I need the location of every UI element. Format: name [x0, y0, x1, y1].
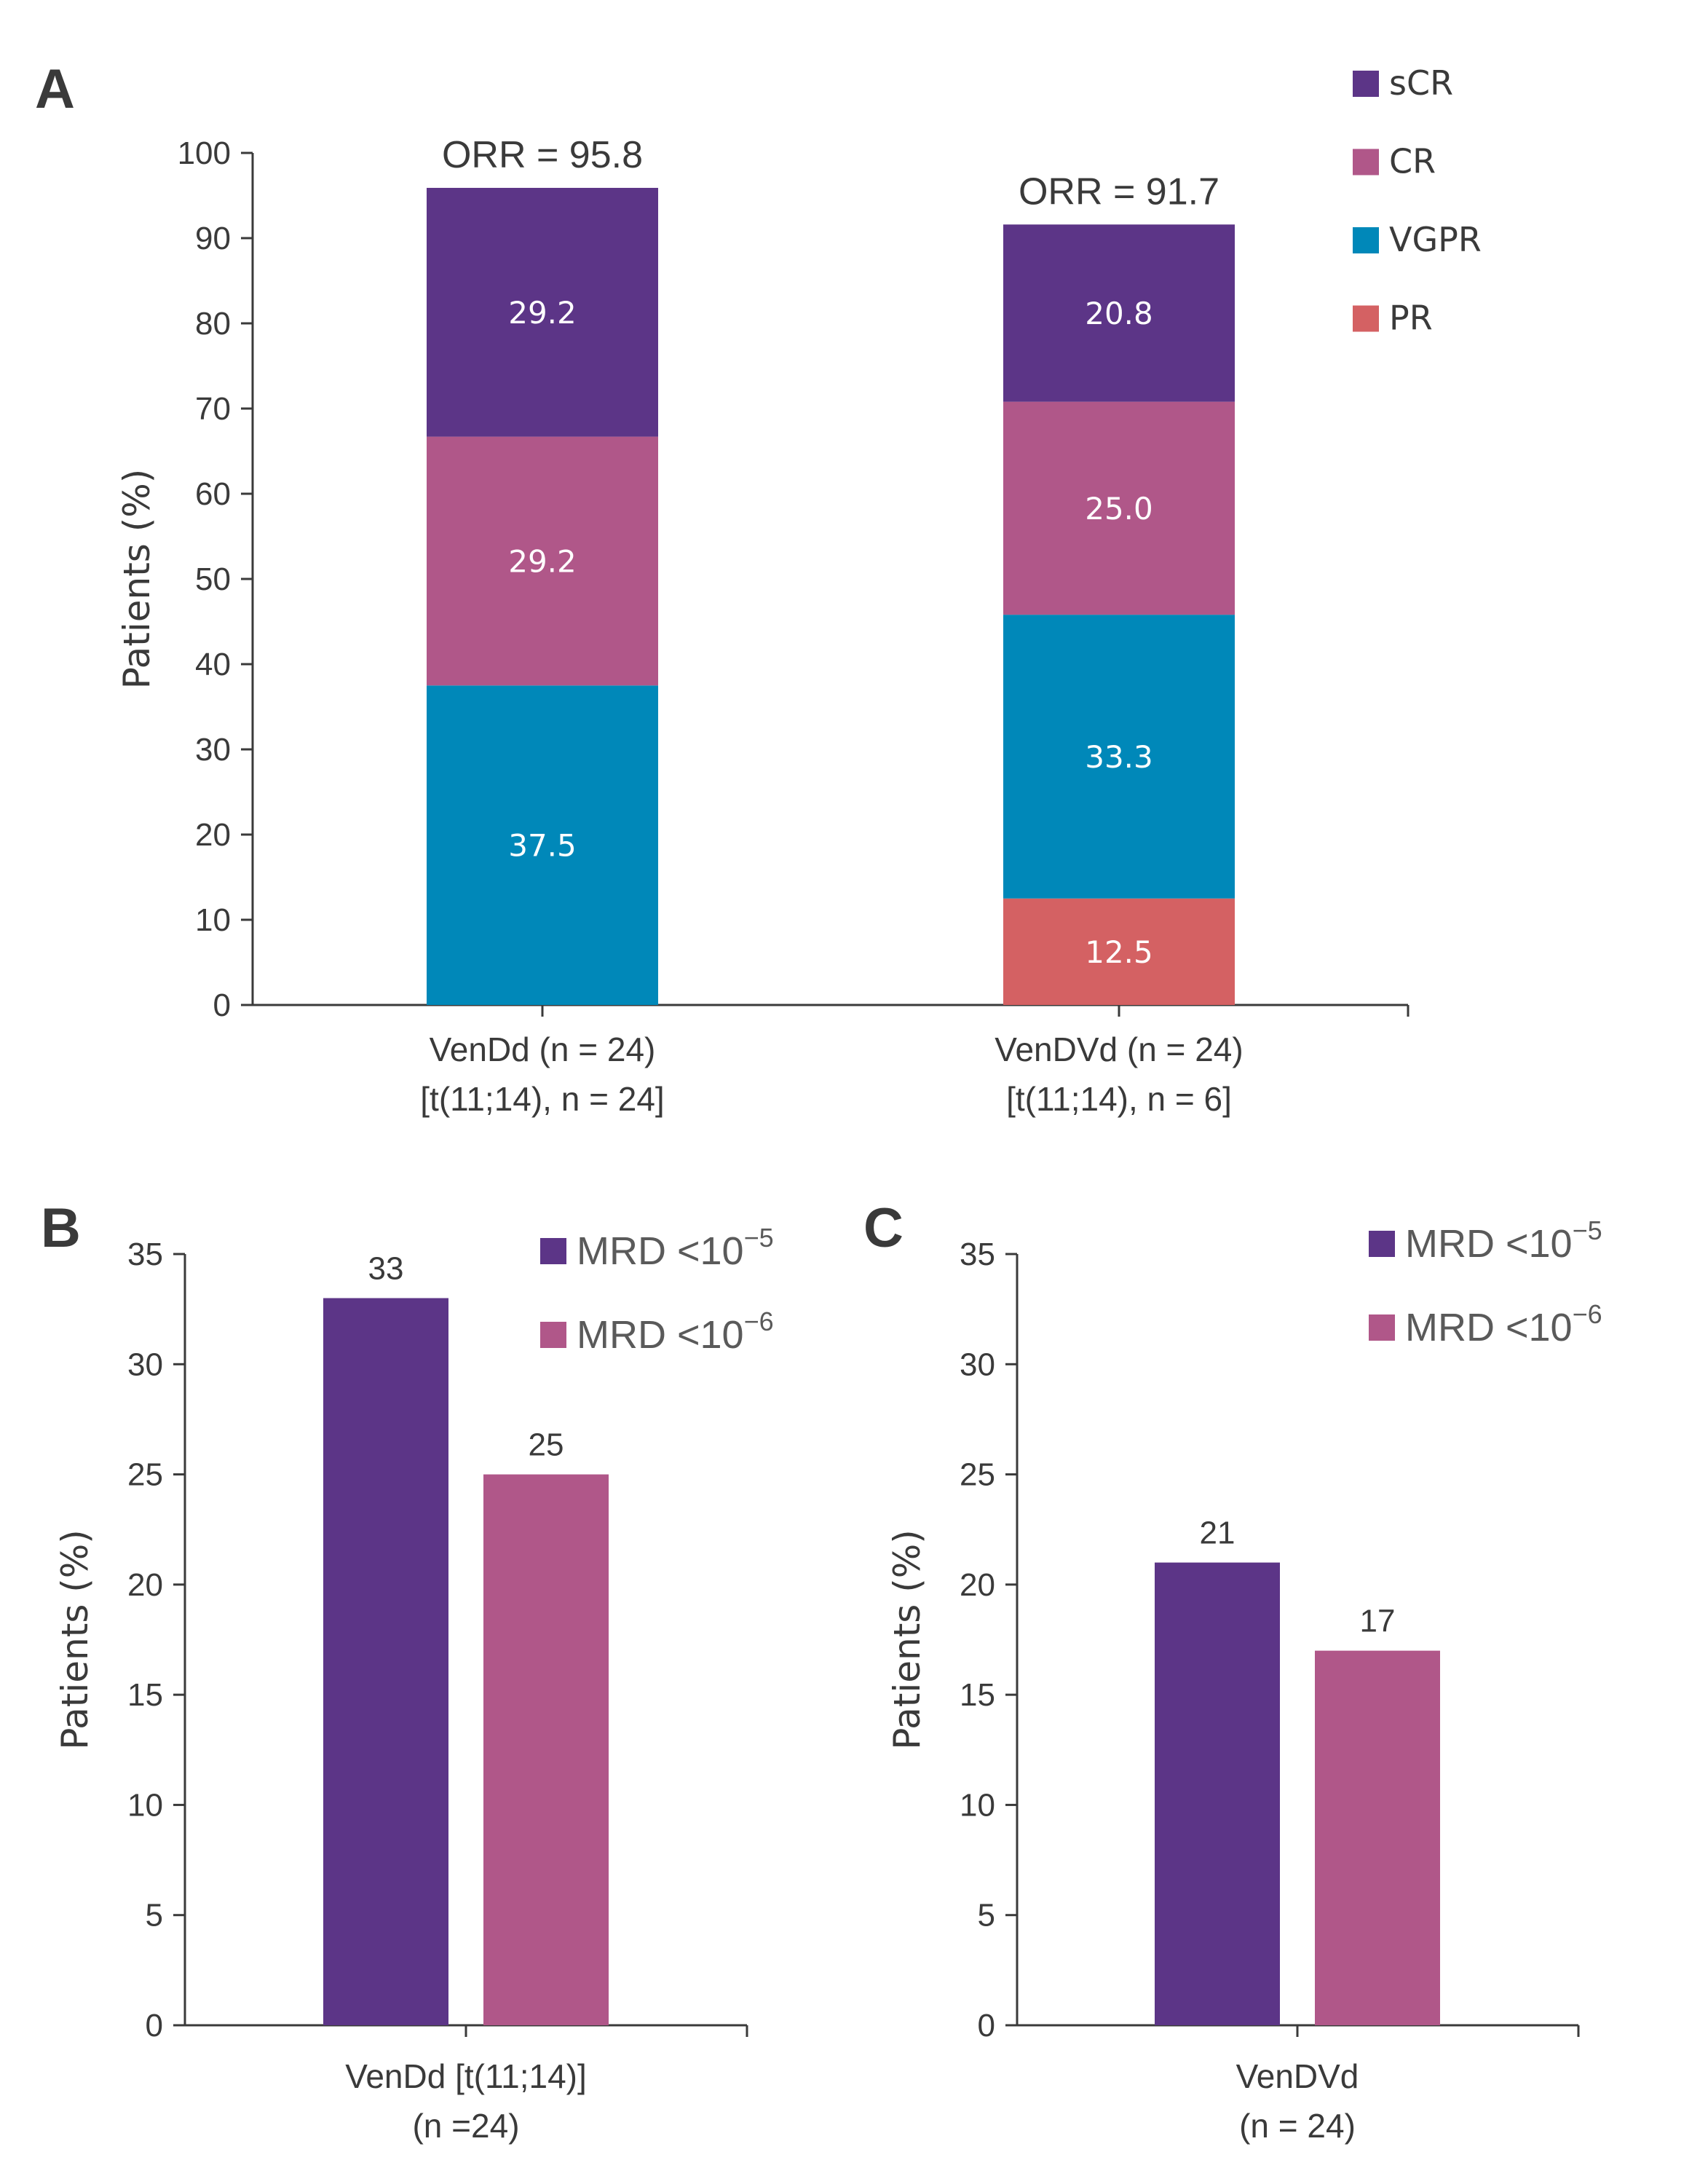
segment-value-label: 37.5 — [508, 828, 577, 864]
legend-label-mrd-10e-5: MRD <10−5 — [577, 1223, 774, 1273]
x-category-label: VenDVd — [1236, 2057, 1359, 2095]
x-category-label: VenDd (n = 24) — [430, 1030, 656, 1068]
legend-swatch-vgpr — [1353, 227, 1379, 253]
bar-segment-cr — [427, 436, 658, 686]
bar-segment-scr — [427, 187, 658, 437]
y-tick-label: 80 — [195, 306, 231, 342]
legend-swatch-mrd-10e-6 — [540, 1322, 566, 1348]
x-category-sublabel: [t(11;14), n = 6] — [1006, 1080, 1232, 1118]
y-tick-label: 5 — [978, 1898, 995, 1934]
y-tick-label: 25 — [960, 1457, 995, 1493]
bar-mrd-10e-5 — [1155, 1562, 1280, 2025]
bar-mrd-10e-6 — [483, 1474, 609, 2025]
x-category-label: VenDd [t(11;14)] — [345, 2057, 587, 2095]
bar-value-label: 33 — [368, 1251, 404, 1287]
legend-swatch-mrd-10e-5 — [540, 1238, 566, 1264]
panel-label-b: B — [41, 1197, 81, 1259]
y-axis-title: Patients (%) — [54, 1529, 96, 1750]
y-tick-label: 30 — [195, 732, 231, 768]
y-tick-label: 15 — [127, 1677, 163, 1713]
y-tick-label: 10 — [960, 1787, 995, 1823]
legend-swatch-pr — [1353, 305, 1379, 332]
segment-value-label: 33.3 — [1085, 739, 1153, 775]
y-tick-label: 20 — [960, 1567, 995, 1603]
legend-label-mrd-10e-6: MRD <10−6 — [577, 1306, 774, 1357]
legend-label-text: MRD <10 — [577, 1313, 744, 1357]
panel-b-chart: 0 5 10 15 20 25 30 35 Patients (%) VenDd [t(11;14… — [54, 1223, 774, 2145]
bar-mrd-10e-5 — [323, 1298, 448, 2025]
segment-value-label: 29.2 — [508, 543, 577, 579]
legend-label-text: MRD <10 — [1405, 1306, 1573, 1349]
y-tick-label: 15 — [960, 1677, 995, 1713]
y-tick-label: 30 — [960, 1347, 995, 1382]
y-tick-label: 20 — [195, 817, 231, 853]
legend-label-vgpr: VGPR — [1389, 220, 1482, 259]
legend-label-exponent: −5 — [744, 1223, 774, 1253]
y-tick-label: 70 — [195, 391, 231, 427]
x-category-label: VenDVd (n = 24) — [995, 1030, 1243, 1068]
legend-label-exponent: −5 — [1573, 1215, 1602, 1245]
y-tick-label: 40 — [195, 647, 231, 682]
legend-label-mrd-10e-6: MRD <10−6 — [1405, 1299, 1602, 1349]
panel-a-chart: 0 10 20 30 40 50 60 70 80 90 100 Patients (%) VenDd … — [116, 63, 1482, 1118]
y-tick-label: 50 — [195, 561, 231, 597]
y-axis-title: Patients (%) — [886, 1529, 928, 1750]
bar-segment-scr — [1003, 224, 1235, 402]
legend-label-cr: CR — [1389, 142, 1436, 181]
y-tick-label: 25 — [127, 1457, 163, 1493]
y-tick-label: 0 — [978, 2008, 995, 2043]
legend-label-text: MRD <10 — [577, 1229, 744, 1273]
y-tick-label: 35 — [127, 1237, 163, 1272]
bar-segment-pr — [1003, 898, 1235, 1005]
bar-value-label: 21 — [1200, 1515, 1235, 1551]
y-tick-label: 0 — [213, 988, 231, 1023]
bar-segment-vgpr — [1003, 615, 1235, 899]
y-tick-label: 5 — [146, 1898, 163, 1934]
y-tick-label: 10 — [127, 1787, 163, 1823]
legend-swatch-scr — [1353, 71, 1379, 97]
legend-swatch-mrd-10e-5 — [1369, 1231, 1395, 1257]
y-tick-label: 100 — [178, 135, 231, 171]
panel-label-a: A — [35, 58, 75, 120]
legend-label-scr: sCR — [1389, 63, 1453, 103]
y-tick-label: 0 — [146, 2008, 163, 2043]
y-tick-label: 60 — [195, 476, 231, 512]
y-tick-label: 90 — [195, 221, 231, 256]
panel-c-chart: 0 5 10 15 20 25 30 35 Patients (%) VenDVd (n = 24)… — [886, 1215, 1602, 2145]
legend-swatch-cr — [1353, 149, 1379, 176]
segment-value-label: 29.2 — [508, 295, 577, 331]
legend-swatch-mrd-10e-6 — [1369, 1314, 1395, 1341]
bar-mrd-10e-6 — [1315, 1650, 1440, 2025]
orr-total-label: ORR = 95.8 — [442, 134, 643, 176]
segment-value-label: 25.0 — [1085, 491, 1153, 527]
x-category-sublabel: (n = 24) — [1239, 2107, 1356, 2145]
legend-label-exponent: −6 — [744, 1306, 774, 1336]
y-tick-label: 35 — [960, 1237, 995, 1272]
y-tick-label: 20 — [127, 1567, 163, 1603]
x-category-sublabel: [t(11;14), n = 24] — [420, 1080, 664, 1118]
y-axis-title: Patients (%) — [116, 469, 158, 690]
segment-value-label: 12.5 — [1085, 934, 1153, 970]
bar-segment-vgpr — [427, 685, 658, 1005]
y-tick-label: 30 — [127, 1347, 163, 1382]
legend-label-exponent: −6 — [1573, 1299, 1602, 1329]
panel-label-c: C — [863, 1197, 904, 1259]
y-tick-label: 10 — [195, 902, 231, 938]
legend-label-pr: PR — [1389, 299, 1433, 338]
bar-segment-cr — [1003, 401, 1235, 615]
segment-value-label: 20.8 — [1085, 296, 1153, 331]
bar-value-label: 17 — [1360, 1604, 1396, 1639]
orr-total-label: ORR = 91.7 — [1019, 170, 1219, 213]
bar-value-label: 25 — [529, 1427, 564, 1463]
x-category-sublabel: (n =24) — [412, 2107, 519, 2145]
legend-label-text: MRD <10 — [1405, 1222, 1573, 1266]
legend-label-mrd-10e-5: MRD <10−5 — [1405, 1215, 1602, 1266]
